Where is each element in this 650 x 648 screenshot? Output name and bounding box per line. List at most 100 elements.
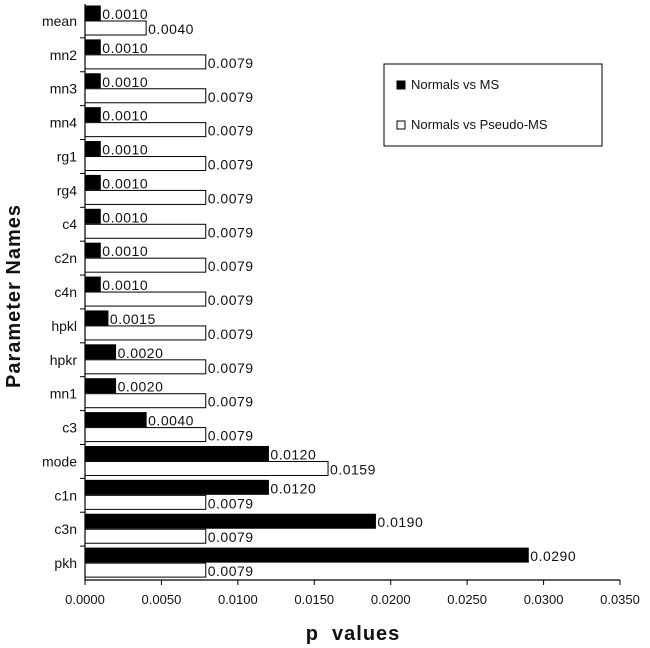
category-label-mn2: mn2 [50, 47, 77, 63]
bar-ms-c3 [84, 412, 147, 428]
bar-pseudo-ms-mn2 [84, 54, 207, 70]
bar-pseudo-ms-hpkr [84, 359, 207, 375]
bar-pseudo-ms-c3 [84, 427, 207, 443]
data-label-pseudo-ms-c1n: 0.0079 [208, 495, 254, 511]
category-label-rg4: rg4 [57, 182, 77, 198]
x-axis-title: p values [306, 623, 401, 645]
bar-pseudo-ms-rg1 [84, 156, 207, 172]
bar-ms-pkh [84, 547, 529, 563]
bar-ms-c3n [84, 513, 376, 529]
bar-ms-mn2 [84, 39, 101, 55]
data-label-pseudo-ms-c4: 0.0079 [208, 224, 254, 240]
category-label-c3: c3 [62, 420, 77, 436]
data-label-ms-pkh: 0.0290 [530, 548, 576, 564]
x-tick-label: 0.0300 [524, 592, 564, 607]
x-tick-label: 0.0200 [371, 592, 411, 607]
bar-pseudo-ms-hpkl [84, 325, 207, 341]
data-label-ms-rg1: 0.0010 [102, 142, 148, 158]
bar-pseudo-ms-mn3 [84, 88, 207, 104]
bar-ms-mn3 [84, 73, 101, 89]
category-label-mn4: mn4 [50, 115, 77, 131]
bar-pseudo-ms-c2n [84, 257, 207, 273]
bar-pseudo-ms-mn1 [84, 393, 207, 409]
bar-pseudo-ms-c1n [84, 494, 207, 510]
data-label-pseudo-ms-mean: 0.0040 [148, 21, 194, 37]
data-label-ms-mn3: 0.0010 [102, 74, 148, 90]
data-label-ms-rg4: 0.0010 [102, 175, 148, 191]
bar-ms-hpkl [84, 310, 109, 326]
data-label-pseudo-ms-rg1: 0.0079 [208, 157, 254, 173]
data-label-pseudo-ms-hpkl: 0.0079 [208, 326, 254, 342]
bar-pseudo-ms-mode [84, 460, 329, 476]
data-label-ms-mean: 0.0010 [102, 6, 148, 22]
bar-ms-rg4 [84, 174, 101, 190]
data-label-ms-mn4: 0.0010 [102, 108, 148, 124]
bar-pseudo-ms-rg4 [84, 189, 207, 205]
legend-box [383, 63, 603, 147]
category-label-mean: mean [42, 13, 77, 29]
data-label-pseudo-ms-c3: 0.0079 [208, 428, 254, 444]
data-label-ms-mn1: 0.0020 [118, 379, 164, 395]
data-label-ms-hpkl: 0.0015 [110, 311, 156, 327]
bar-pseudo-ms-c4 [84, 223, 207, 239]
legend-swatch-normals-vs-pseudo-ms [396, 120, 406, 130]
data-label-pseudo-ms-mn2: 0.0079 [208, 55, 254, 71]
data-label-ms-c4n: 0.0010 [102, 277, 148, 293]
x-tick-label: 0.0150 [294, 592, 334, 607]
category-label-c4: c4 [62, 216, 77, 232]
data-label-pseudo-ms-c4n: 0.0079 [208, 292, 254, 308]
x-tick-label: 0.0000 [65, 592, 105, 607]
category-label-c1n: c1n [54, 487, 77, 503]
data-label-ms-c1n: 0.0120 [270, 480, 316, 496]
data-label-ms-c3: 0.0040 [148, 413, 194, 429]
data-label-pseudo-ms-mn1: 0.0079 [208, 394, 254, 410]
category-label-c4n: c4n [54, 284, 77, 300]
data-label-ms-mode: 0.0120 [270, 446, 316, 462]
legend-swatch-normals-vs-ms [396, 80, 406, 90]
bar-ms-c4n [84, 276, 101, 292]
data-label-pseudo-ms-mn4: 0.0079 [208, 123, 254, 139]
category-label-c2n: c2n [54, 250, 77, 266]
data-label-ms-mn2: 0.0010 [102, 40, 148, 56]
category-label-c3n: c3n [54, 521, 77, 537]
category-label-mn1: mn1 [50, 386, 77, 402]
x-tick-label: 0.0050 [142, 592, 182, 607]
data-label-ms-c2n: 0.0010 [102, 243, 148, 259]
x-tick-label: 0.0100 [218, 592, 258, 607]
data-label-pseudo-ms-c2n: 0.0079 [208, 258, 254, 274]
category-label-mn3: mn3 [50, 81, 77, 97]
data-label-pseudo-ms-pkh: 0.0079 [208, 563, 254, 579]
bar-pseudo-ms-c3n [84, 528, 207, 544]
category-label-hpkr: hpkr [50, 352, 78, 368]
bar-ms-rg1 [84, 141, 101, 157]
category-labels-group: mean mn2 mn3 mn4 rg1 rg4 c4 c2n c4n hpkl hpkr mn1 c3… [42, 13, 77, 571]
data-label-pseudo-ms-c3n: 0.0079 [208, 529, 254, 545]
data-label-pseudo-ms-mode: 0.0159 [330, 461, 376, 477]
bar-ms-c2n [84, 242, 101, 258]
category-label-rg1: rg1 [57, 148, 77, 164]
x-tick-label: 0.0250 [447, 592, 487, 607]
bar-pseudo-ms-mn4 [84, 122, 207, 138]
data-label-pseudo-ms-rg4: 0.0079 [208, 190, 254, 206]
bar-ms-mn1 [84, 378, 117, 394]
data-labels-group: 0.00100.00400.00100.00790.00100.00790.00… [102, 6, 576, 579]
category-label-hpkl: hpkl [51, 318, 77, 334]
bar-ms-mean [84, 5, 101, 21]
y-axis-title: Parameter Names [3, 204, 25, 388]
data-label-pseudo-ms-mn3: 0.0079 [208, 89, 254, 105]
x-tick-label: 0.0350 [600, 592, 640, 607]
bar-pseudo-ms-c4n [84, 291, 207, 307]
bar-ms-mn4 [84, 107, 101, 123]
data-label-ms-c4: 0.0010 [102, 209, 148, 225]
data-label-ms-hpkr: 0.0020 [118, 345, 164, 361]
data-label-pseudo-ms-hpkr: 0.0079 [208, 360, 254, 376]
bar-ms-hpkr [84, 344, 117, 360]
legend-label-normals-vs-ms: Normals vs MS [411, 77, 499, 92]
bar-ms-c4 [84, 208, 101, 224]
data-label-ms-c3n: 0.0190 [377, 514, 423, 530]
x-axis-ticks-group: 0.0000 0.0050 0.0100 0.0150 0.0200 0.0250 0.03… [65, 37, 640, 607]
category-label-mode: mode [42, 453, 77, 469]
bar-pseudo-ms-mean [84, 20, 147, 36]
legend-label-normals-vs-pseudo-ms: Normals vs Pseudo-MS [411, 117, 548, 132]
legend: Normals vs MS Normals vs Pseudo-MS [383, 63, 603, 147]
